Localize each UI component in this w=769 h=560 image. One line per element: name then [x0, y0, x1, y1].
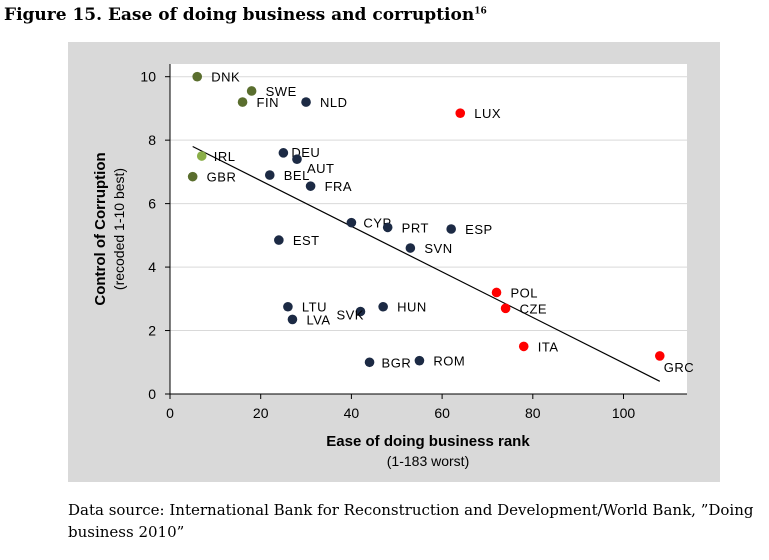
point-label-bgr: BGR — [382, 355, 412, 370]
point-label-irl: IRL — [214, 149, 236, 164]
point-label-nld: NLD — [320, 95, 348, 110]
point-label-pol: POL — [511, 285, 539, 300]
data-point-nld — [301, 97, 311, 107]
point-label-cze: CZE — [520, 301, 548, 316]
data-point-rom — [414, 355, 425, 366]
data-point-prt — [382, 222, 393, 233]
y-axis-subtitle: (recoded 1-10 best) — [111, 168, 127, 290]
data-point-cze — [500, 303, 511, 314]
data-point-dnk — [192, 71, 203, 82]
y-tick-label: 10 — [140, 69, 156, 85]
data-point-grc — [654, 351, 665, 361]
axes — [169, 64, 687, 395]
data-point-hun — [378, 301, 388, 312]
point-label-esp: ESP — [465, 222, 493, 237]
x-axis-title: Ease of doing business rank — [326, 433, 530, 450]
point-label-est: EST — [293, 233, 320, 248]
data-point-aut — [292, 154, 302, 164]
data-point-svk — [355, 306, 366, 317]
data-point-swe — [246, 86, 257, 96]
figure-title-text: Figure 15. Ease of doing business and co… — [4, 5, 475, 25]
point-label-aut: AUT — [307, 161, 335, 176]
data-point-fin — [237, 97, 248, 107]
x-tick-label: 100 — [612, 405, 636, 421]
y-tick-label: 2 — [148, 323, 156, 339]
data-point-lux — [455, 108, 466, 118]
plot-area — [170, 64, 687, 394]
point-label-grc: GRC — [664, 360, 694, 375]
point-label-lux: LUX — [474, 106, 501, 121]
trend-line — [192, 145, 661, 382]
data-point-lva — [287, 314, 298, 325]
data-point-deu — [278, 148, 289, 158]
point-label-rom: ROM — [433, 354, 465, 369]
point-label-svk: SVK — [336, 308, 364, 323]
y-axis-title: Control of Corruption — [92, 152, 109, 305]
data-point-bel — [264, 170, 275, 180]
data-source-note: Data source: International Bank for Reco… — [68, 501, 754, 541]
y-tick-label: 8 — [148, 132, 156, 148]
x-tick-label: 40 — [344, 405, 360, 421]
data-point-fra — [305, 181, 316, 191]
point-label-svn: SVN — [424, 241, 452, 256]
point-label-fin: FIN — [257, 95, 279, 110]
data-point-est — [274, 235, 284, 245]
gridlines — [170, 76, 687, 332]
point-label-bel: BEL — [284, 168, 310, 183]
point-label-dnk: DNK — [211, 70, 240, 85]
point-label-swe: SWE — [266, 84, 297, 99]
figure-title: Figure 15. Ease of doing business and co… — [4, 5, 487, 25]
y-tick-label: 6 — [148, 196, 156, 212]
data-point-pol — [491, 287, 502, 298]
point-label-hun: HUN — [397, 300, 427, 315]
data-point-esp — [446, 224, 456, 234]
point-label-ita: ITA — [538, 339, 559, 354]
point-label-gbr: GBR — [207, 170, 237, 185]
y-tick-label: 0 — [148, 386, 156, 402]
data-point-cyp — [346, 217, 357, 228]
x-tick-label: 60 — [434, 405, 450, 421]
data-point-svn — [405, 243, 416, 253]
data-point-irl — [196, 151, 207, 161]
x-tick-label: 80 — [525, 405, 541, 421]
data-point-ita — [518, 341, 529, 352]
x-tick-label: 20 — [253, 405, 269, 421]
x-axis-subtitle: (1-183 worst) — [387, 453, 469, 469]
point-label-lva: LVA — [306, 312, 330, 327]
point-label-prt: PRT — [402, 220, 429, 235]
data-point-gbr — [187, 171, 198, 182]
data-point-ltu — [283, 301, 293, 312]
x-tick-label: 0 — [166, 405, 174, 421]
y-tick-label: 4 — [148, 259, 156, 275]
point-label-fra: FRA — [325, 179, 353, 194]
point-label-ltu: LTU — [302, 300, 327, 315]
chart-panel: 0 2 4 6 8 10 0 20 40 60 80 100 DNK SWE FIN NLD LUX IRL DE… — [68, 42, 720, 482]
data-point-bgr — [364, 357, 375, 368]
footnote-marker: 16 — [474, 6, 487, 17]
